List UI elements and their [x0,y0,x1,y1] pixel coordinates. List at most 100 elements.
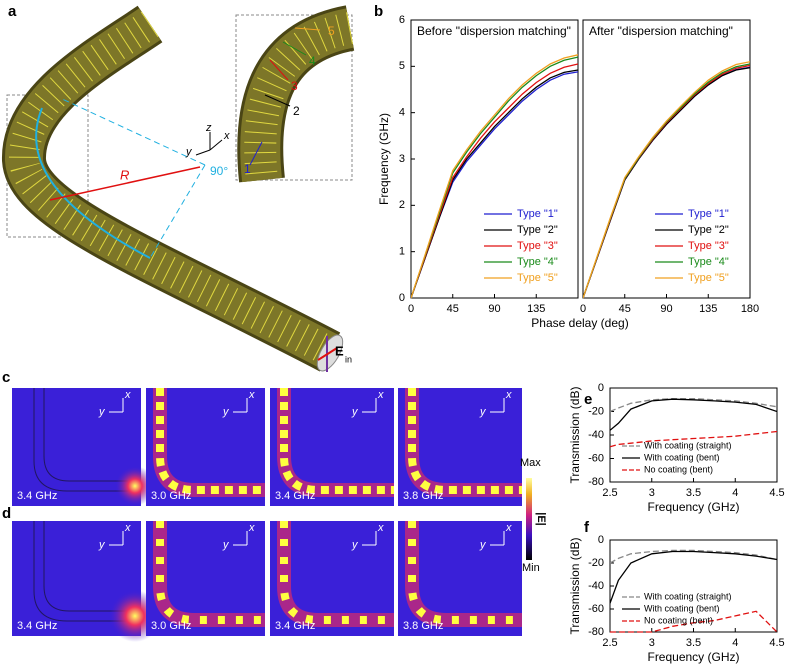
y-tick-label: 1 [399,246,405,258]
type-arrow [294,27,321,31]
legend-label: Type "4" [517,256,558,268]
colorbar-label: |E| [535,512,547,526]
x-tick-label: 2.5 [602,487,617,499]
field-peaks [280,521,394,624]
y-tick-label: 2 [399,199,405,211]
y-axis-label: Transmission (dB) [568,387,582,484]
legend-label: Type "1" [517,208,558,220]
waveguide-outline [43,388,141,482]
series-line [411,56,578,299]
x-axis-label: Phase delay (deg) [531,316,628,330]
y-tick-label: 0 [598,534,604,546]
y-tick-label: 0 [399,292,405,304]
type-arrow [249,141,263,166]
x-tick-label: 4 [732,637,738,649]
map-axis-label: x [124,522,131,534]
x-axis-label: Frequency (GHz) [647,650,739,664]
panel-label: b [374,3,383,20]
map-axis-label: y [222,406,230,418]
x-tick-label: 45 [447,303,459,315]
map-axis-label: x [377,389,384,401]
field-arrow [317,347,338,361]
map-axis-label: y [222,539,230,551]
map-axis-label: x [248,522,255,534]
map-freq-label: 3.4 GHz [17,490,57,502]
series-line [411,63,578,299]
panel-label: e [584,391,592,408]
tube [5,8,339,369]
field-peaks [156,521,265,624]
colorbar-max: Max [520,457,541,469]
legend-label: No coating (bent) [644,464,713,474]
legend-label: Type "5" [688,272,729,284]
colorbar-min: Min [522,562,540,574]
y-tick-label: 3 [399,153,405,165]
type-arrow [269,59,289,81]
field-label: in [345,354,352,364]
tube-illustration [2,5,355,372]
x-tick-label: 180 [741,303,759,315]
plot-title: Before "dispersion matching" [417,24,571,38]
x-tick-label: 135 [699,303,717,315]
type-label: 2 [293,104,300,118]
y-tick-label: 0 [598,382,604,394]
y-tick-label: 6 [399,14,405,26]
type-arrow [264,94,291,107]
x-tick-label: 45 [619,303,631,315]
axis-glyph [209,139,223,151]
field-maps: x y 3.4 GHz x y 3.0 GHz x y 3.4 GHz x y 3.8 GHz x y 3.… [12,388,522,642]
field-peaks [408,521,522,624]
map-freq-label: 3.8 GHz [403,490,443,502]
map-axis-label: y [351,539,359,551]
map-axis-label: y [98,406,106,418]
y-axis-label: Frequency (GHz) [377,113,391,205]
x-tick-label: 2.5 [602,637,617,649]
map-freq-label: 3.0 GHz [151,490,191,502]
field-spot [115,466,155,506]
y-tick-label: -40 [588,580,604,592]
axis-glyph [195,149,211,156]
series-line [610,610,777,633]
legend-label: Type "2" [688,224,729,236]
x-tick-label: 90 [488,303,500,315]
legend-label: Type "2" [517,224,558,236]
series-line [610,398,777,431]
legend-label: Type "3" [517,240,558,252]
x-tick-label: 4.5 [769,487,784,499]
map-axis-label: x [248,389,255,401]
map-freq-label: 3.4 GHz [275,490,315,502]
x-tick-label: 3 [649,487,655,499]
x-axis-label: Frequency (GHz) [647,500,739,514]
y-tick-label: 4 [399,107,405,119]
radius-arrow [49,166,201,201]
series-line [610,550,777,604]
type-label: 5 [328,24,335,38]
map-axis-label: x [377,522,384,534]
legend-label: Type "4" [688,256,729,268]
panel-label: d [2,505,11,522]
x-tick-label: 135 [527,303,545,315]
x-tick-label: 3.5 [686,637,701,649]
y-tick-label: -80 [588,626,604,638]
map-axis-label: x [505,522,512,534]
plot-title: After "dispersion matching" [589,24,733,38]
field-glow [153,388,265,497]
map-freq-label: 3.8 GHz [403,620,443,632]
map-axis-label: y [479,539,487,551]
map-axis-label: y [98,539,106,551]
legend-label: Type "3" [688,240,729,252]
guide-line [149,164,206,259]
x-tick-label: 0 [580,303,586,315]
map-axis-label: x [505,389,512,401]
series-line [411,54,578,299]
x-tick-label: 4.5 [769,637,784,649]
y-tick-label: -20 [588,557,604,569]
series-line [610,397,777,413]
legend-label: Type "5" [517,272,558,284]
field-glow [277,388,394,497]
colorbar [526,478,532,560]
waveguide-outline [33,388,141,492]
x-tick-label: 4 [732,487,738,499]
y-tick-label: -20 [588,405,604,417]
